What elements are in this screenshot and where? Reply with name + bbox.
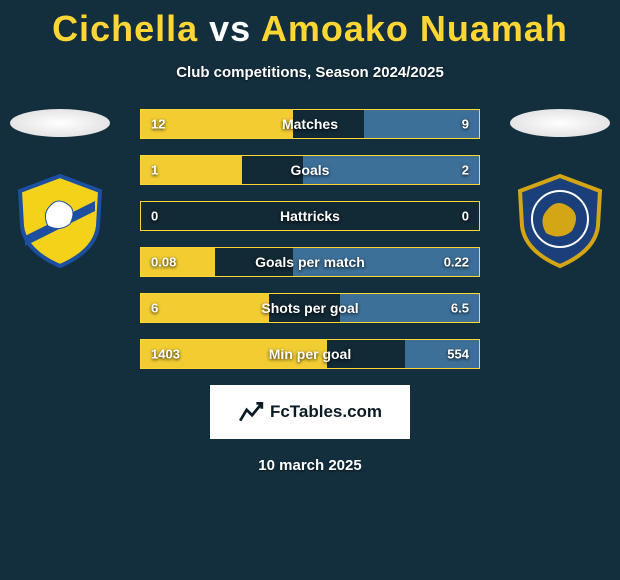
bar-value-right: 2 bbox=[462, 163, 469, 178]
bar-value-left: 0 bbox=[151, 209, 158, 224]
bar-value-left: 6 bbox=[151, 301, 158, 316]
player2-name: Amoako Nuamah bbox=[261, 8, 568, 49]
player1-silhouette bbox=[10, 109, 110, 137]
chart-icon bbox=[238, 399, 264, 425]
comparison-row: Shots per goal 6 6.5 bbox=[140, 293, 480, 323]
comparison-row: Goals per match 0.08 0.22 bbox=[140, 247, 480, 277]
bar-value-right: 554 bbox=[447, 347, 469, 362]
bar-label: Goals per match bbox=[255, 254, 365, 270]
bar-value-left: 1403 bbox=[151, 347, 180, 362]
bar-label: Shots per goal bbox=[261, 300, 358, 316]
bar-value-left: 1 bbox=[151, 163, 158, 178]
vs-text: vs bbox=[209, 8, 251, 49]
bar-label: Hattricks bbox=[280, 208, 340, 224]
bar-value-right: 0.22 bbox=[444, 255, 469, 270]
comparison-section: Matches129Goals12Hattricks00Goals per ma… bbox=[0, 109, 620, 369]
bar-value-right: 0 bbox=[462, 209, 469, 224]
bar-label: Min per goal bbox=[269, 346, 351, 362]
bar-value-left: 0.08 bbox=[151, 255, 176, 270]
player1-name: Cichella bbox=[52, 8, 198, 49]
bar-label: Matches bbox=[282, 116, 338, 132]
comparison-row: Goals 1 2 bbox=[140, 155, 480, 185]
title: Cichella vs Amoako Nuamah bbox=[0, 0, 620, 50]
date-text: 10 march 2025 bbox=[0, 457, 620, 474]
club-badge-right bbox=[510, 171, 610, 271]
brand-text: FcTables.com bbox=[270, 402, 382, 422]
bar-value-right: 9 bbox=[462, 117, 469, 132]
club-badge-left bbox=[10, 171, 110, 271]
subtitle: Club competitions, Season 2024/2025 bbox=[0, 64, 620, 81]
brand-watermark: FcTables.com bbox=[210, 385, 410, 439]
bar-fill-left bbox=[141, 294, 269, 322]
bar-label: Goals bbox=[291, 162, 330, 178]
comparison-bars: Matches129Goals12Hattricks00Goals per ma… bbox=[140, 109, 480, 369]
comparison-row: Hattricks 0 0 bbox=[140, 201, 480, 231]
comparison-row: Min per goal 1403 554 bbox=[140, 339, 480, 369]
bar-fill-right bbox=[303, 156, 479, 184]
bar-value-right: 6.5 bbox=[451, 301, 469, 316]
player2-silhouette bbox=[510, 109, 610, 137]
bar-value-left: 12 bbox=[151, 117, 165, 132]
comparison-row: Matches 12 9 bbox=[140, 109, 480, 139]
